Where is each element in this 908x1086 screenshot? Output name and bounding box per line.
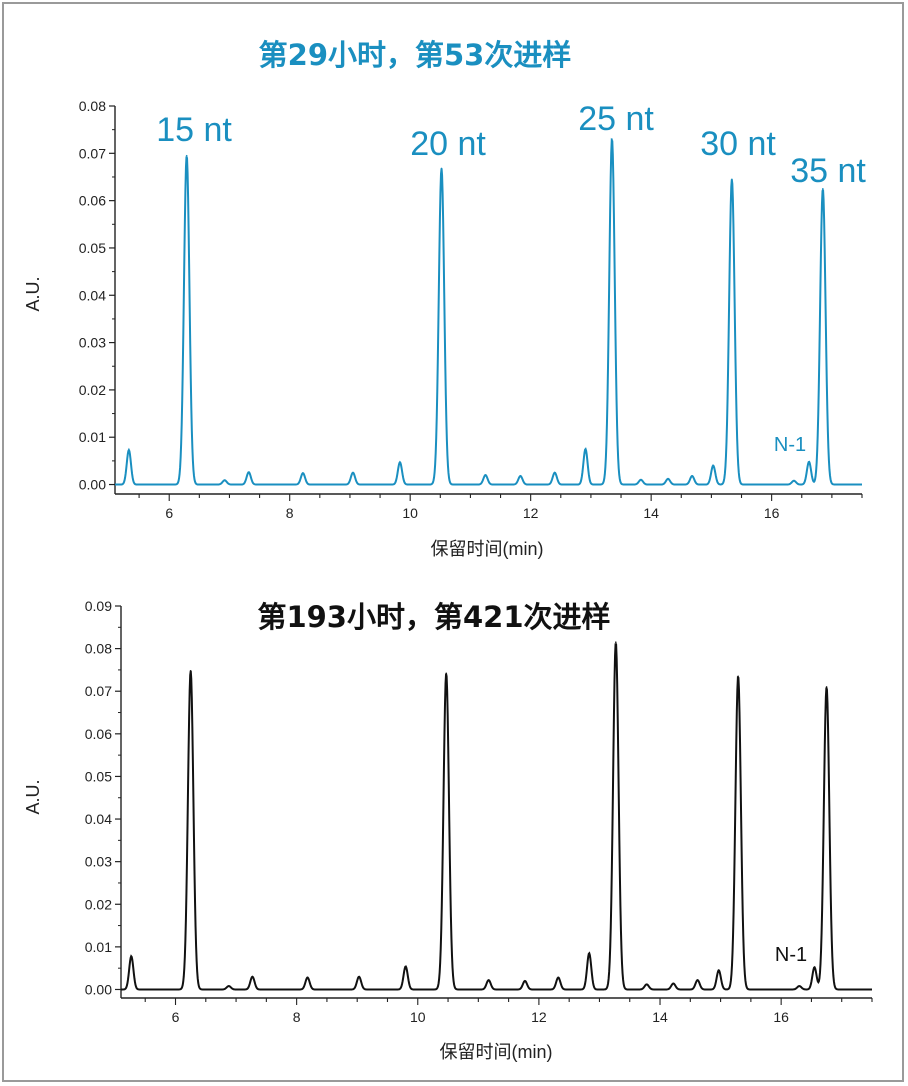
x-tick-label: 16 bbox=[764, 505, 780, 521]
peak-label-30nt: 30 nt bbox=[700, 125, 776, 163]
peak-label-20nt: 20 nt bbox=[410, 125, 486, 163]
x-tick-label: 10 bbox=[402, 505, 418, 521]
y-tick-label: 0.04 bbox=[85, 811, 112, 827]
chart-top-ylabel: A.U. bbox=[23, 276, 43, 311]
chart-top-axes: 0.00 0.01 0.02 0.03 0.04 0.05 0.06 0.07 0.08 6 8 10… bbox=[79, 98, 863, 521]
peak-apex-0-20 bbox=[822, 188, 824, 190]
chart-bottom-title: 第193小时，第421次进样 bbox=[257, 600, 610, 634]
x-tick-label: 8 bbox=[286, 505, 294, 521]
y-tick-label: 0.06 bbox=[85, 726, 112, 742]
y-tick-label: 0.04 bbox=[79, 287, 106, 303]
peak-label-n-1-bottom: N-1 bbox=[775, 944, 807, 966]
y-tick-label: 0.00 bbox=[79, 477, 106, 493]
chart-bottom-axes: 0.00 0.01 0.02 0.03 0.04 0.05 0.06 0.07 0.08 0.09… bbox=[85, 598, 873, 1025]
chart-top-title: 第29小时，第53次进样 bbox=[259, 38, 572, 72]
chart-top-trace bbox=[115, 137, 862, 486]
x-tick-label: 12 bbox=[523, 505, 539, 521]
chart-bottom-xlabel: 保留时间(min) bbox=[440, 1042, 553, 1062]
x-tick-label: 8 bbox=[293, 1009, 301, 1025]
chart-top: 第29小时，第53次进样 0.000.010.020.030.040.050.0… bbox=[23, 38, 866, 559]
peak-label-35nt: 35 nt bbox=[790, 152, 866, 190]
y-tick-label: 0.00 bbox=[85, 981, 112, 997]
y-tick-label: 0.07 bbox=[85, 683, 112, 699]
y-tick-label: 0.03 bbox=[79, 335, 106, 351]
chart-bottom-ylabel: A.U. bbox=[23, 779, 43, 814]
x-tick-label: 6 bbox=[165, 505, 173, 521]
x-tick-label: 14 bbox=[652, 1009, 668, 1025]
chart-top-xlabel: 保留时间(min) bbox=[431, 539, 544, 559]
peak-label-15nt: 15 nt bbox=[156, 111, 232, 149]
peak-label-25nt: 25 nt bbox=[578, 100, 654, 138]
y-tick-label: 0.05 bbox=[79, 240, 106, 256]
x-tick-label: 16 bbox=[773, 1009, 789, 1025]
y-tick-label: 0.02 bbox=[85, 896, 112, 912]
peak-apex-1-12 bbox=[615, 641, 617, 644]
chart-bottom: 第193小时，第421次进样 0.000.010.020.030.040.050… bbox=[23, 598, 873, 1062]
y-tick-label: 0.08 bbox=[79, 98, 106, 114]
y-tick-label: 0.02 bbox=[79, 382, 106, 398]
y-tick-label: 0.01 bbox=[79, 429, 106, 445]
peak-apex-0-1 bbox=[185, 154, 188, 157]
y-tick-label: 0.03 bbox=[85, 854, 112, 870]
x-tick-label: 14 bbox=[643, 505, 659, 521]
y-tick-label: 0.06 bbox=[79, 193, 106, 209]
y-tick-label: 0.01 bbox=[85, 939, 112, 955]
x-tick-label: 6 bbox=[172, 1009, 180, 1025]
x-tick-label: 10 bbox=[410, 1009, 426, 1025]
y-tick-label: 0.05 bbox=[85, 768, 112, 784]
peak-label-n-1: N-1 bbox=[774, 434, 806, 456]
chart-bottom-trace bbox=[121, 642, 872, 991]
y-tick-label: 0.08 bbox=[85, 641, 112, 657]
y-tick-label: 0.07 bbox=[79, 145, 106, 161]
x-tick-label: 12 bbox=[531, 1009, 547, 1025]
y-tick-label: 0.09 bbox=[85, 598, 112, 614]
